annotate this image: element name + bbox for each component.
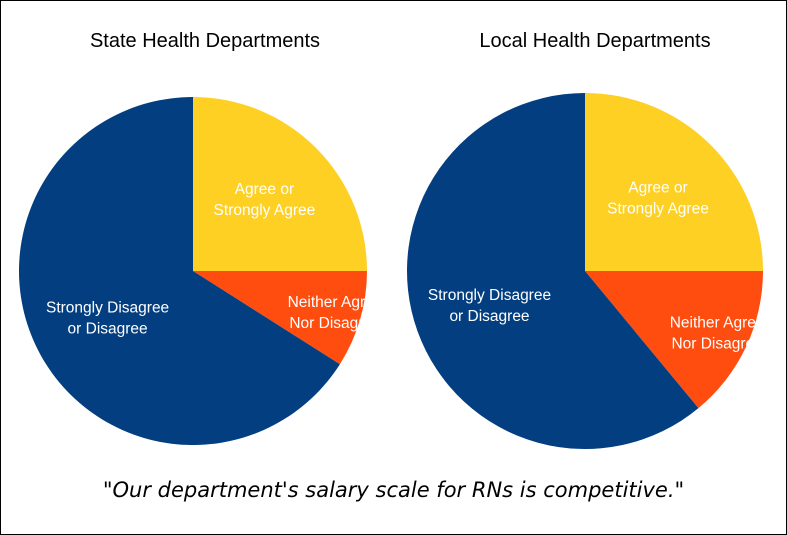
state-pie-chart: State Health Departments Agree or Strongl… [18,30,382,445]
local-label-agree: Agree or Strongly Agree [607,180,709,218]
state-chart-title: State Health Departments [90,30,320,52]
state-slice-neither [193,271,367,365]
local-chart-title: Local Health Departments [479,30,710,52]
state-slice-agree [193,97,367,271]
local-pie-labels: Agree or Strongly Agree Neither Agree Nor D… [428,180,765,353]
state-label-neither: Neither Agree Nor Disagree [288,294,383,332]
state-label-agree: Agree or Strongly Agree [214,181,316,219]
local-slice-agree [585,93,763,271]
local-label-disagree: Strongly Disagree or Disagree [428,287,551,325]
local-pie-chart: Local Health Departments Agree or Strongl… [406,30,765,449]
local-label-neither: Neither Agree Nor Disagree [670,315,765,353]
state-pie-labels: Agree or Strongly Agree Neither Agree Nor D… [46,181,382,337]
state-pie-slices [18,96,367,445]
survey-statement-caption: "Our department's salary scale for RNs i… [102,478,685,502]
local-slice-neither [585,271,763,409]
state-label-disagree: Strongly Disagree or Disagree [46,299,169,337]
local-slice-disagree [406,93,699,449]
state-slice-disagree [18,96,340,445]
local-pie-slices [406,93,763,449]
